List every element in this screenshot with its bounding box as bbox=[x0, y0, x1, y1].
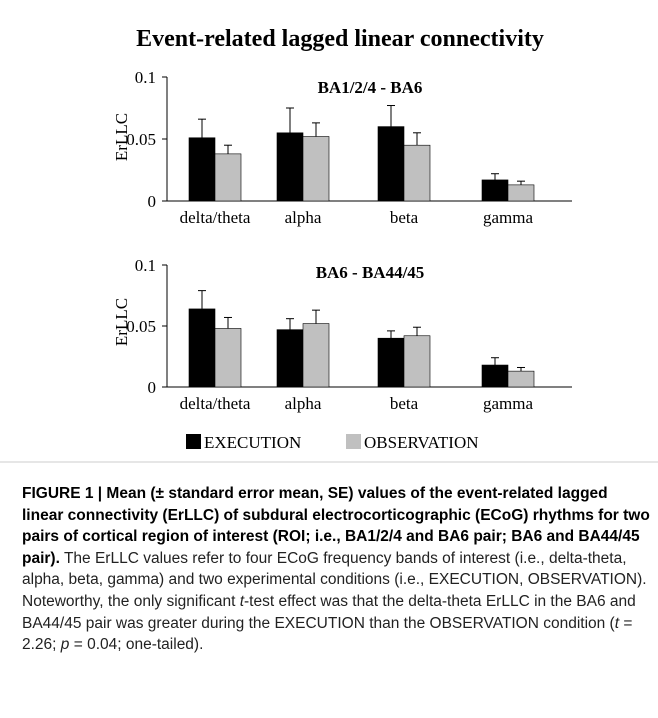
legend: EXECUTION OBSERVATION bbox=[186, 433, 479, 452]
y-tick-label: 0.05 bbox=[126, 317, 156, 336]
bar-observation bbox=[507, 370, 535, 388]
bar-execution bbox=[188, 308, 216, 388]
y-tick-label: 0.05 bbox=[126, 130, 156, 149]
chart-ba6-ba44: BA6 - BA44/45 ErLLC 0 0.05 0.1 delta/theta a… bbox=[112, 256, 572, 413]
x-tick-label: delta/theta bbox=[180, 394, 251, 413]
bar-execution bbox=[188, 137, 216, 202]
bar-execution bbox=[377, 126, 405, 202]
figure-title: Event-related lagged linear connectivity bbox=[136, 26, 544, 52]
x-tick-label: gamma bbox=[483, 394, 533, 413]
y-tick-label: 0 bbox=[148, 378, 157, 397]
bar-execution bbox=[481, 179, 509, 202]
y-tick-label: 0 bbox=[148, 192, 157, 211]
chart-title: BA1/2/4 - BA6 bbox=[318, 78, 423, 97]
bar-observation bbox=[302, 323, 330, 388]
x-tick-label: gamma bbox=[483, 208, 533, 227]
y-axis-label: ErLLC bbox=[112, 113, 131, 161]
x-tick-label: beta bbox=[390, 208, 419, 227]
bar-observation bbox=[507, 184, 535, 202]
x-tick-label: alpha bbox=[285, 208, 322, 227]
y-tick-label: 0.1 bbox=[135, 68, 156, 87]
bar-observation bbox=[403, 335, 431, 388]
legend-label-execution: EXECUTION bbox=[204, 433, 301, 452]
legend-swatch-observation bbox=[346, 434, 361, 449]
chart-ba1-ba6: BA1/2/4 - BA6 ErLLC 0 0.05 0.1 delta/theta a… bbox=[112, 68, 572, 227]
bar-execution bbox=[481, 364, 509, 388]
bar-execution bbox=[276, 329, 304, 388]
x-tick-label: beta bbox=[390, 394, 419, 413]
legend-swatch-execution bbox=[186, 434, 201, 449]
bar-observation bbox=[214, 328, 242, 388]
chart-title: BA6 - BA44/45 bbox=[316, 263, 425, 282]
bar-execution bbox=[377, 337, 405, 388]
y-axis-label: ErLLC bbox=[112, 298, 131, 346]
bar-execution bbox=[276, 132, 304, 202]
bar-observation bbox=[214, 153, 242, 202]
bar-observation bbox=[403, 144, 431, 202]
y-tick-label: 0.1 bbox=[135, 256, 156, 275]
bar-observation bbox=[302, 136, 330, 202]
x-tick-label: alpha bbox=[285, 394, 322, 413]
x-tick-label: delta/theta bbox=[180, 208, 251, 227]
legend-label-observation: OBSERVATION bbox=[364, 433, 479, 452]
